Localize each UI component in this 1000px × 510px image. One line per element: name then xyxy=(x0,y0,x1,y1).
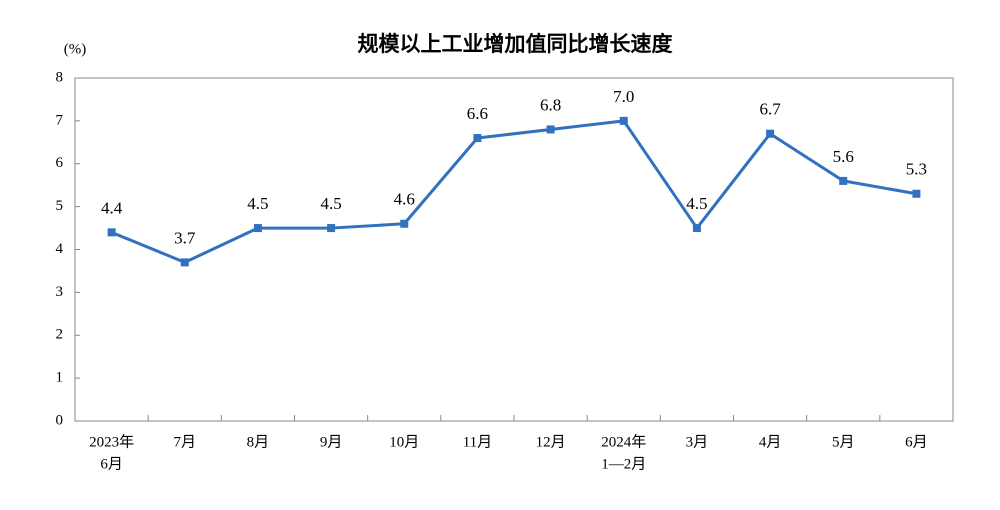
y-axis-label: (%) xyxy=(64,41,87,57)
y-tick-label: 4 xyxy=(56,241,64,257)
point xyxy=(107,228,116,237)
y-tick-label: 5 xyxy=(56,198,64,214)
value-label: 4.4 xyxy=(101,198,123,217)
y-tick-label: 8 xyxy=(56,69,64,85)
x-tick-label: 6月 xyxy=(100,456,123,472)
point xyxy=(180,258,189,267)
x-tick-label: 11月 xyxy=(463,434,492,450)
value-label: 6.8 xyxy=(540,95,561,114)
x-tick-label: 1—2月 xyxy=(601,456,646,472)
y-tick-label: 2 xyxy=(56,327,64,343)
y-tick-label: 3 xyxy=(56,284,64,300)
point xyxy=(400,219,409,228)
value-label: 4.5 xyxy=(686,194,707,213)
x-tick-label: 3月 xyxy=(686,434,709,450)
point xyxy=(546,125,555,134)
point xyxy=(619,116,628,125)
point xyxy=(766,129,775,138)
point xyxy=(912,189,921,198)
x-tick-label: 8月 xyxy=(247,434,270,450)
value-label: 4.5 xyxy=(247,194,268,213)
point xyxy=(327,224,336,233)
value-label: 5.3 xyxy=(906,160,927,179)
x-tick-label: 2023年 xyxy=(89,433,134,450)
y-tick-label: 1 xyxy=(56,370,64,386)
y-tick-label: 6 xyxy=(56,155,64,171)
x-tick-label: 9月 xyxy=(320,434,343,450)
x-tick-label: 4月 xyxy=(759,434,782,450)
point xyxy=(473,134,482,143)
x-tick-label: 5月 xyxy=(832,434,855,450)
plot-frame xyxy=(74,77,954,422)
point xyxy=(839,176,848,185)
point xyxy=(253,224,262,233)
point xyxy=(692,224,701,233)
series-line xyxy=(111,119,917,264)
x-tick-label: 7月 xyxy=(173,434,196,450)
value-label: 4.6 xyxy=(394,190,415,209)
y-tick-label: 0 xyxy=(56,412,64,428)
value-label: 4.5 xyxy=(320,194,341,213)
value-label: 7.0 xyxy=(613,87,634,106)
x-tick-label: 2024年 xyxy=(601,433,646,450)
value-label: 6.6 xyxy=(467,104,488,123)
value-label: 5.6 xyxy=(833,147,854,166)
y-tick-label: 7 xyxy=(56,112,64,128)
value-label: 3.7 xyxy=(174,228,196,247)
x-tick-label: 6月 xyxy=(905,434,928,450)
x-tick-label: 12月 xyxy=(536,434,566,450)
chart-title: 规模以上工业增加值同比增长速度 xyxy=(358,32,673,56)
x-tick-label: 10月 xyxy=(389,434,419,450)
value-label: 6.7 xyxy=(759,100,781,119)
